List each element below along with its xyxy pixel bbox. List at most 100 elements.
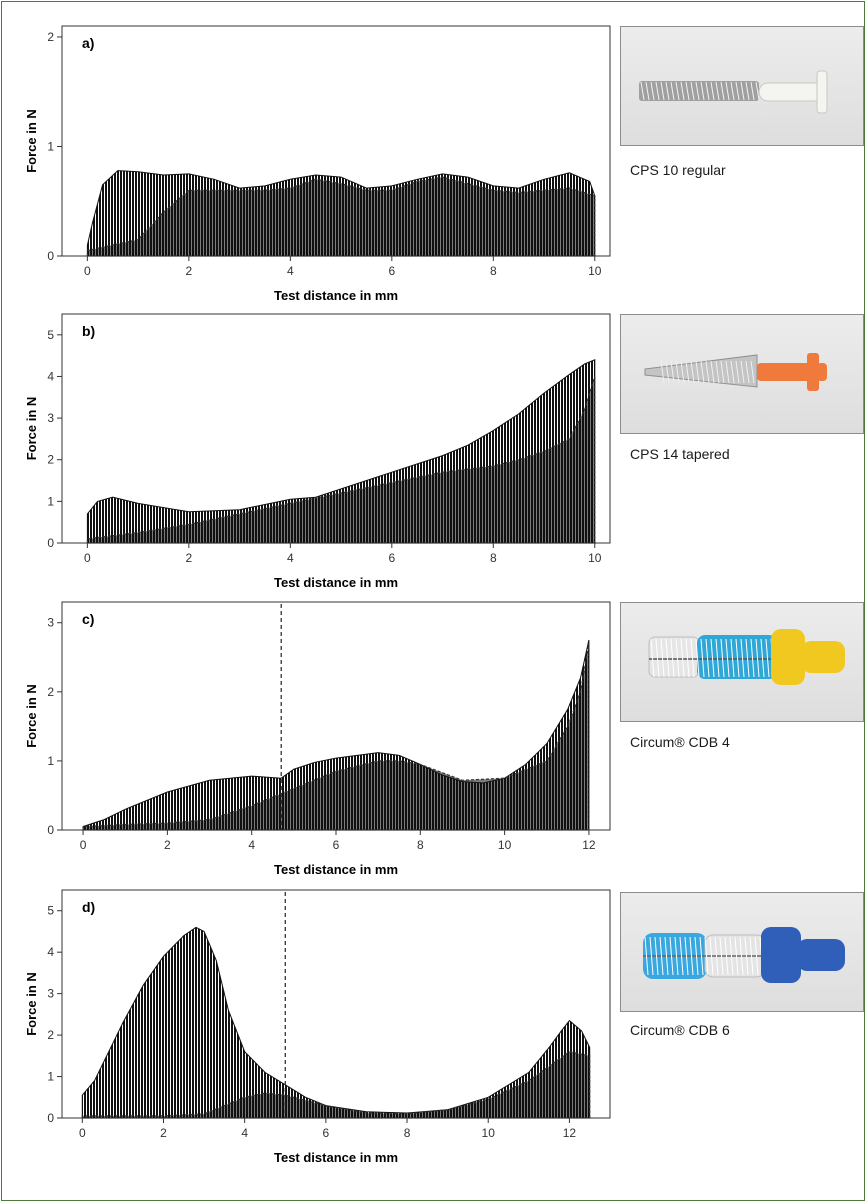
- brush-b-icon: [644, 353, 827, 391]
- bristle: [740, 638, 745, 678]
- x-tick-label: 12: [582, 838, 596, 852]
- bristle: [735, 360, 740, 384]
- bristle: [680, 360, 685, 384]
- bristle: [760, 638, 765, 678]
- x-tick-label: 4: [287, 264, 294, 278]
- bristle: [690, 360, 695, 384]
- bristle: [675, 81, 680, 101]
- bristle: [700, 81, 705, 101]
- brush-photo-a: [620, 26, 864, 146]
- bristle: [740, 81, 745, 101]
- y-tick-label: 0: [47, 823, 54, 837]
- bristle: [655, 638, 660, 678]
- force-series-2: [86, 176, 596, 257]
- y-axis-title: Force in N: [24, 972, 39, 1036]
- y-axis-title: Force in N: [24, 109, 39, 173]
- bristle: [750, 638, 755, 678]
- x-axis-title: Test distance in mm: [274, 862, 398, 877]
- bristle: [679, 936, 684, 976]
- bristle: [705, 638, 710, 678]
- bristle: [699, 936, 704, 976]
- bristle: [689, 936, 694, 976]
- y-axis-title: Force in N: [24, 397, 39, 461]
- bristle: [705, 81, 710, 101]
- bristle: [650, 81, 655, 101]
- bristle: [745, 81, 750, 101]
- brush-d-icon: [643, 927, 845, 983]
- y-tick-label: 5: [47, 904, 54, 918]
- bristle: [660, 81, 665, 101]
- caption-a: CPS 10 regular: [630, 162, 726, 178]
- x-tick-label: 6: [333, 838, 340, 852]
- y-axis-title: Force in N: [24, 684, 39, 748]
- x-tick-label: 10: [482, 1126, 496, 1140]
- y-tick-label: 2: [47, 685, 54, 699]
- bristle: [705, 360, 710, 384]
- bristle: [704, 936, 709, 976]
- bristle: [680, 638, 685, 678]
- y-tick-label: 1: [47, 494, 54, 508]
- bristle: [740, 360, 745, 384]
- x-tick-label: 8: [417, 838, 424, 852]
- bristle: [720, 638, 725, 678]
- bristle: [725, 360, 730, 384]
- x-tick-label: 4: [248, 838, 255, 852]
- x-tick-label: 2: [186, 551, 193, 565]
- x-tick-label: 0: [79, 1126, 86, 1140]
- panel-label: b): [82, 323, 95, 339]
- bristle: [729, 936, 734, 976]
- bristle: [714, 936, 719, 976]
- y-tick-label: 4: [47, 945, 54, 959]
- bristle: [720, 360, 725, 384]
- bristle: [684, 936, 689, 976]
- bristle: [745, 360, 750, 384]
- bristle: [675, 638, 680, 678]
- caption-d: Circum® CDB 6: [630, 1022, 730, 1038]
- bristle: [690, 638, 695, 678]
- bristle: [730, 360, 735, 384]
- bristle: [749, 936, 754, 976]
- bristle: [675, 360, 680, 384]
- x-tick-label: 12: [563, 1126, 577, 1140]
- bristle: [690, 81, 695, 101]
- bristle: [685, 81, 690, 101]
- bristle: [735, 638, 740, 678]
- bristle: [640, 81, 645, 101]
- panel-label: d): [82, 899, 95, 915]
- y-tick-label: 2: [47, 30, 54, 44]
- bristle: [664, 936, 669, 976]
- bristle: [730, 81, 735, 101]
- bristle: [695, 81, 700, 101]
- force-series-2: [82, 643, 590, 831]
- y-tick-label: 0: [47, 536, 54, 550]
- bristle: [730, 638, 735, 678]
- bristle: [645, 81, 650, 101]
- bristle: [710, 360, 715, 384]
- chart-a: 0 2 4 6 8 10 0 1 2 a) Test distance in mm Force in …: [24, 25, 611, 303]
- force-series-2: [86, 376, 596, 544]
- bristle: [724, 936, 729, 976]
- bristle: [710, 638, 715, 678]
- bristle: [745, 638, 750, 678]
- y-tick-label: 1: [47, 754, 54, 768]
- bristle: [739, 936, 744, 976]
- bristle: [754, 936, 759, 976]
- x-tick-label: 10: [588, 264, 602, 278]
- y-tick-label: 5: [47, 328, 54, 342]
- x-tick-label: 2: [186, 264, 193, 278]
- bristle: [695, 638, 700, 678]
- x-tick-label: 8: [490, 551, 497, 565]
- bristle: [665, 81, 670, 101]
- y-tick-label: 3: [47, 616, 54, 630]
- bristle: [685, 360, 690, 384]
- bristle: [670, 638, 675, 678]
- caption-c: Circum® CDB 4: [630, 734, 730, 750]
- panel-label: a): [82, 35, 94, 51]
- y-tick-label: 0: [47, 249, 54, 263]
- bristle: [725, 638, 730, 678]
- force-series-2: [81, 1051, 591, 1119]
- y-tick-label: 3: [47, 987, 54, 1001]
- bristle: [665, 360, 670, 384]
- y-tick-label: 0: [47, 1111, 54, 1125]
